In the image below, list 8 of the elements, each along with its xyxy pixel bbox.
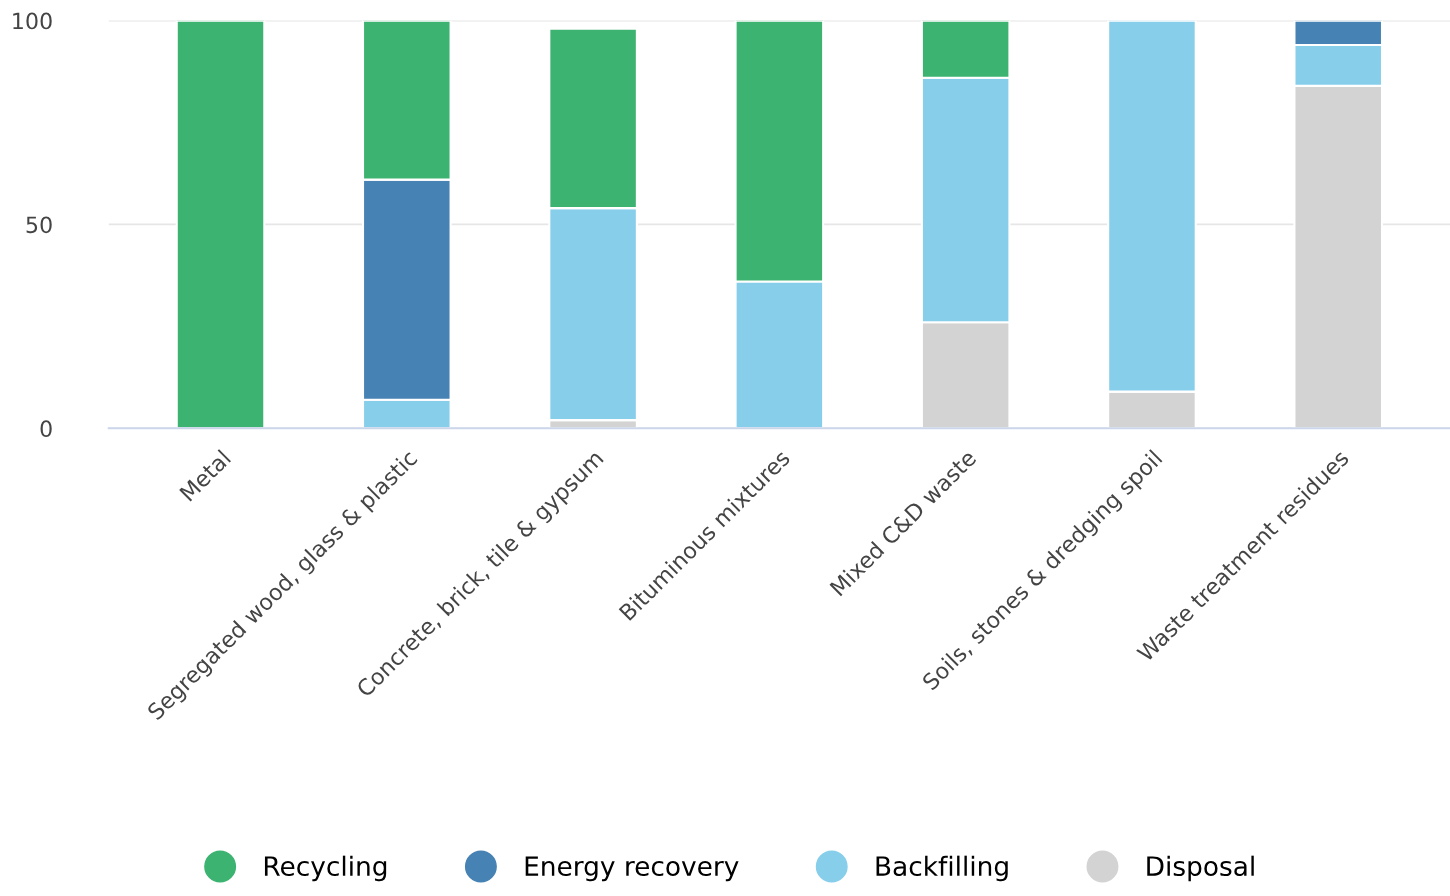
y-tick-label: 100 xyxy=(13,12,52,30)
legend-label: Disposal xyxy=(1147,855,1254,882)
y-tick-label: 50 xyxy=(26,216,52,234)
bar xyxy=(175,20,266,429)
legend-label: Backfilling xyxy=(876,855,1008,882)
legend-label: Energy recovery xyxy=(525,856,739,882)
legend-label: Recycling xyxy=(264,855,387,882)
y-tick-label: 0 xyxy=(40,420,52,438)
